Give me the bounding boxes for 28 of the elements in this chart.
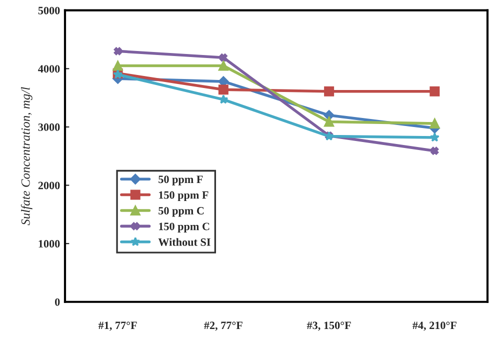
y-tick-label: 3000 xyxy=(38,123,60,131)
point xyxy=(114,47,122,56)
legend-label: 150 ppm F xyxy=(159,191,208,202)
x-tick-label: #2, 77°F xyxy=(204,322,242,331)
y-tick-label: 5000 xyxy=(38,6,60,14)
y-axis-title: Sulfate Concentration, mg/l xyxy=(20,87,32,226)
point xyxy=(430,118,440,128)
point xyxy=(219,54,228,62)
point xyxy=(430,132,440,142)
legend-label: Without SI xyxy=(158,238,210,246)
legend-label: 150 ppm C xyxy=(159,222,210,232)
y-tick-label: 2000 xyxy=(38,182,60,190)
y-tick-label: 4000 xyxy=(38,65,60,73)
x-tick-label: #4, 210°F xyxy=(412,322,456,331)
y-tick-label: 0 xyxy=(55,298,60,306)
y-tick-label: 1000 xyxy=(38,240,60,248)
point xyxy=(430,146,439,155)
x-tick-label: #1, 77°F xyxy=(98,322,137,331)
point xyxy=(324,116,334,127)
point xyxy=(112,60,123,71)
point xyxy=(218,94,228,104)
point xyxy=(324,86,334,96)
point xyxy=(430,86,440,96)
point xyxy=(218,84,228,95)
x-tick-label: #3, 150°F xyxy=(306,322,351,331)
legend-label: 50 ppm F xyxy=(158,176,203,186)
legend-label: 50 ppm C xyxy=(158,206,204,217)
point xyxy=(218,60,228,71)
